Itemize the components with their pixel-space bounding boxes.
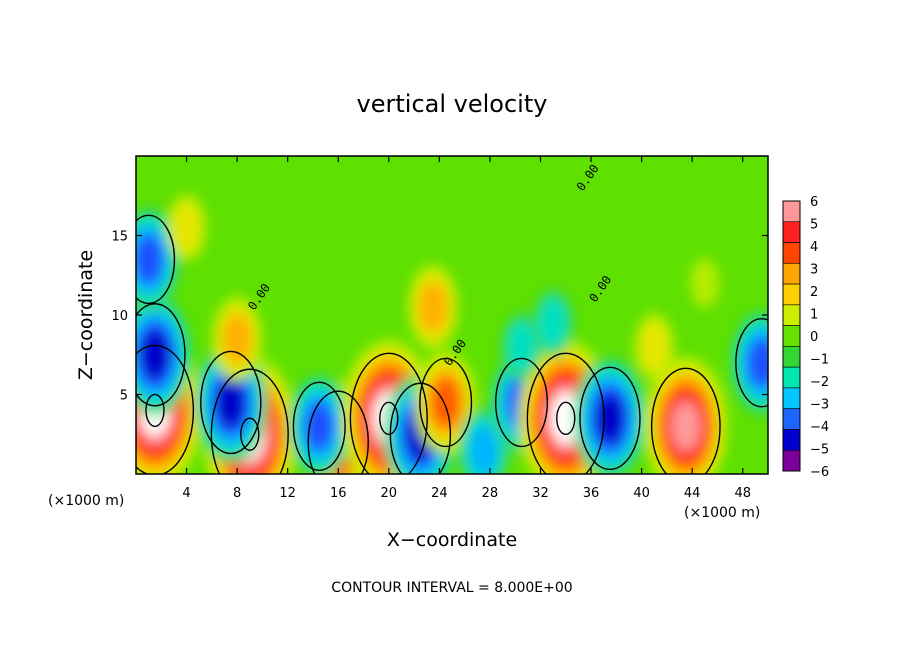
field-blob-20-level-2	[507, 321, 537, 372]
colorbar-label-3: 3	[810, 263, 818, 278]
colorbar-swatch-3	[782, 263, 801, 285]
chart-title: vertical velocity	[357, 90, 548, 118]
colorbar-swatch-7	[782, 346, 801, 368]
colorbar-swatch-2	[782, 242, 801, 264]
inner-contour-7	[379, 401, 399, 436]
field-blob-6-level-4	[304, 401, 334, 452]
colorbar-swatch-0	[782, 200, 801, 223]
zero-contour-15	[735, 318, 768, 408]
colorbar-label-10: −4	[810, 420, 829, 435]
colorbar-swatch-5	[782, 304, 801, 326]
y-tick-label-15: 15	[111, 230, 128, 245]
x-axis-ticks: 4 8 12 16 20 24 28 32 36 40 44 48	[182, 156, 751, 501]
x-tick-label-16: 16	[330, 486, 347, 501]
y-axis-label: Z−coordinate	[75, 250, 97, 380]
field-blob-17-level-3	[222, 313, 252, 364]
zero-contour-1	[136, 303, 186, 407]
contour-interval-note: CONTOUR INTERVAL = 8.000E+00	[331, 580, 572, 596]
colorbar-label-7: −1	[810, 353, 829, 368]
zero-contours	[136, 214, 768, 474]
colorbar-label-6: 0	[810, 330, 818, 345]
colorbar-label-0: 6	[810, 195, 818, 210]
colorbar-swatch-12	[782, 449, 801, 472]
zero-contour-13	[579, 366, 641, 471]
field-blob-10-level-3	[469, 425, 499, 474]
zero-contour-11	[495, 357, 549, 448]
field-blob-12-level-7	[551, 393, 581, 444]
colorbar-swatch-11	[782, 429, 801, 451]
colorbar-label-4: 2	[810, 285, 818, 300]
x-tick-label-4: 4	[182, 486, 190, 501]
field-blob-21-level-2	[538, 297, 568, 348]
x-tick-label-20: 20	[381, 486, 398, 501]
field-blob-1-level-5	[140, 329, 170, 380]
colorbar-swatch-8	[782, 366, 801, 389]
zero-contour-2	[136, 214, 176, 305]
y-axis-ticks: 5 10 15	[111, 230, 768, 404]
inner-contour-12	[556, 401, 576, 436]
x-tick-label-12: 12	[279, 486, 296, 501]
x-tick-label-24: 24	[431, 486, 448, 501]
field-blob-18-level-2	[639, 321, 669, 372]
zero-contour-8	[389, 382, 452, 474]
colorbar-swatch-10	[782, 408, 801, 430]
x-unit-label-right: (×1000 m)	[684, 505, 760, 521]
inner-contour-0	[145, 393, 165, 428]
zero-contour-12	[526, 352, 605, 474]
y-tick-label-5: 5	[120, 389, 128, 404]
colorbar-label-12: −6	[810, 465, 829, 480]
x-tick-label-8: 8	[233, 486, 241, 501]
field-blob-16-level-3	[418, 282, 448, 333]
x-tick-label-44: 44	[684, 486, 701, 501]
zero-contour-4	[200, 350, 262, 455]
field-blob-15-level-4	[747, 337, 768, 388]
field-blob-2-level-4	[136, 234, 164, 285]
colorbar-label-5: 1	[810, 308, 818, 323]
field-blob-9-level-4	[431, 377, 461, 428]
zero-contour-14	[650, 367, 721, 474]
zero-contour-3	[210, 368, 289, 474]
x-tick-label-36: 36	[583, 486, 600, 501]
colorbar-label-9: −3	[810, 398, 829, 413]
x-unit-label-left: (×1000 m)	[48, 493, 124, 509]
field-blob-22-level-2	[172, 202, 202, 253]
colorbar-swatch-4	[782, 283, 801, 306]
field-blob-14-level-6	[671, 401, 701, 452]
zero-contour-7	[349, 352, 428, 474]
colorbar-label-8: −2	[810, 375, 829, 390]
x-tick-label-40: 40	[633, 486, 650, 501]
colorbar: 6 5 4 3 2 1 0 −1 −2 −3 −4 −5 −6	[782, 195, 829, 480]
field-blob-13-level-5	[595, 393, 625, 444]
field-blob-4-level-5	[216, 377, 246, 428]
plot-area: 0.000.000.000.00	[136, 156, 768, 474]
colorbar-label-2: 4	[810, 240, 818, 255]
x-tick-label-28: 28	[482, 486, 499, 501]
zero-contour-0	[136, 344, 195, 474]
velocity-field	[136, 193, 768, 474]
x-tick-label-48: 48	[734, 486, 751, 501]
x-axis-label: X−coordinate	[387, 529, 517, 551]
inner-contour-3	[240, 417, 260, 451]
field-blob-19-level-1	[690, 258, 720, 309]
colorbar-swatch-1	[782, 221, 801, 243]
colorbar-swatch-9	[782, 387, 801, 409]
y-tick-label-10: 10	[111, 309, 128, 324]
colorbar-label-11: −5	[810, 443, 829, 458]
x-tick-label-32: 32	[532, 486, 549, 501]
colorbar-frame	[782, 200, 801, 472]
zero-contour-5	[307, 390, 369, 474]
zero-contour-6	[292, 381, 346, 471]
zero-contour-9	[419, 357, 473, 448]
colorbar-label-1: 5	[810, 218, 818, 233]
colorbar-swatch-6	[782, 325, 801, 347]
